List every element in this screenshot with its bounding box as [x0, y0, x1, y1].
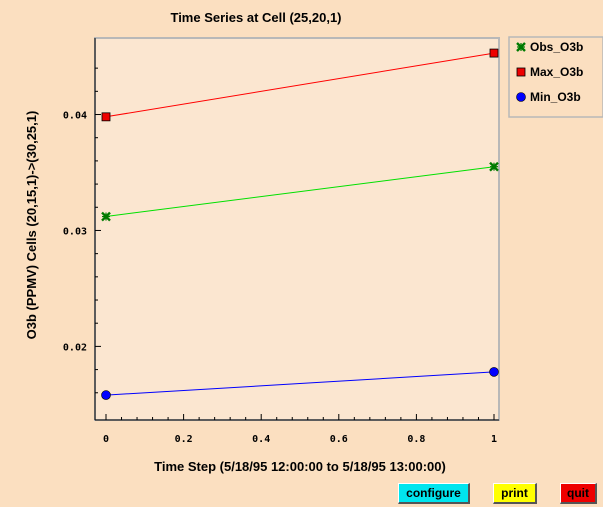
legend-label-obs-o3b: Obs_O3b	[530, 40, 583, 54]
series-line-min-o3b	[105, 371, 495, 396]
data-point-max-o3b	[101, 112, 111, 122]
plot-area	[94, 37, 500, 421]
data-point-min-o3b	[101, 390, 111, 400]
y-tick-label: 0.02	[63, 342, 87, 353]
data-point-min-o3b	[489, 367, 499, 377]
chart-title: Time Series at Cell (25,20,1)	[170, 10, 341, 25]
quit-button[interactable]: quit	[560, 483, 597, 504]
y-axis-label: O3b (PPMV) Cells (20,15,1)->(30,25,1)	[24, 111, 39, 340]
y-tick-label: 0.04	[63, 111, 87, 122]
x-tick-label: 0.4	[252, 434, 270, 445]
data-point-max-o3b	[489, 48, 499, 58]
x-tick-label: 0.8	[407, 434, 425, 445]
data-point-obs-o3b	[489, 161, 499, 172]
x-tick-label: 0	[103, 434, 109, 445]
x-tick-label: 0.2	[175, 434, 193, 445]
legend-label-min-o3b: Min_O3b	[530, 90, 581, 104]
legend-marker-obs-o3b	[516, 42, 526, 52]
legend-marker-max-o3b	[516, 67, 526, 77]
chart-svg: Time Series at Cell (25,20,1) 0 0.2 0.4 0.6…	[24, 10, 603, 474]
print-button[interactable]: print	[493, 483, 537, 504]
axes: 0 0.2 0.4 0.6 0.8 1 0.02 0.03 0.04	[63, 38, 499, 445]
series-lines	[105, 52, 495, 396]
series-line-obs-o3b	[105, 166, 495, 217]
legend: Obs_O3b Max_O3b Min_O3b	[508, 36, 603, 118]
legend-label-max-o3b: Max_O3b	[530, 65, 583, 79]
legend-marker-min-o3b	[516, 92, 526, 102]
y-tick-label: 0.03	[63, 226, 87, 237]
x-axis-label: Time Step (5/18/95 12:00:00 to 5/18/95 1…	[154, 459, 446, 474]
data-point-obs-o3b	[101, 211, 111, 222]
x-tick-label: 0.6	[330, 434, 348, 445]
configure-button[interactable]: configure	[398, 483, 470, 504]
series-line-max-o3b	[105, 52, 495, 118]
x-tick-label: 1	[491, 434, 497, 445]
series-markers	[101, 48, 499, 400]
